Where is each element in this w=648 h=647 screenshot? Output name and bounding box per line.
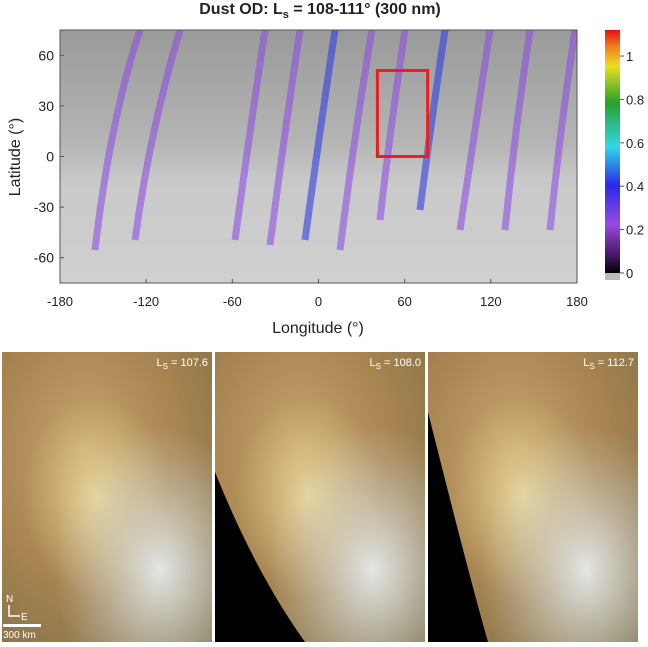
observation-swaths: [91, 30, 577, 251]
panel-label: LS = 112.7: [583, 357, 634, 371]
x-tick-label: -120: [133, 294, 159, 309]
colorbar-tick-label: 0.8: [626, 92, 644, 107]
colorbar-tick-label: 0.2: [626, 223, 644, 238]
x-axis-label: Longitude (°): [272, 320, 364, 337]
colorbar-under: [605, 273, 620, 280]
scale-bar: [3, 624, 41, 627]
x-tick-label: -180: [47, 294, 73, 309]
scale-bar-label: 300 km: [3, 630, 36, 641]
colorbar-tick-label: 0.6: [626, 136, 644, 151]
panel-label-value: = 112.7: [595, 357, 634, 369]
compass-east: E: [21, 612, 28, 623]
panel-label-value: = 108.0: [381, 357, 421, 369]
x-tick-label: 120: [480, 294, 502, 309]
y-tick-label: 60: [38, 47, 54, 63]
colorbar-tick-label: 1: [626, 49, 633, 64]
x-tick-label: 180: [566, 294, 588, 309]
limb-space: [428, 412, 488, 642]
title-suffix: = 108-111° (300 nm): [289, 1, 441, 18]
x-tick-label: 60: [397, 294, 411, 309]
cloud: [2, 352, 212, 642]
y-tick-label: 0: [46, 149, 54, 165]
panel-label: LS = 107.6: [156, 357, 208, 371]
limb-space: [215, 472, 305, 642]
y-tick-label: 30: [38, 98, 54, 114]
colorbar-tick-label: 0.4: [626, 179, 644, 194]
panel-label-sub: S: [589, 362, 594, 371]
y-tick-label: -60: [34, 250, 54, 266]
colorbar: [605, 30, 620, 273]
title-sub: s: [283, 9, 289, 21]
compass-north: N: [6, 594, 13, 605]
image-panels: LS = 107.6 LS = 108.0 LS = 112.7: [2, 352, 638, 642]
panel-label-sub: S: [376, 362, 381, 371]
title-prefix: Dust OD: L: [199, 1, 283, 18]
panel-label-main: L: [369, 357, 375, 369]
panel-label-main: L: [156, 357, 162, 369]
panel-label-value: = 107.6: [168, 357, 208, 369]
panel-label-sub: S: [163, 362, 168, 371]
panel-label-main: L: [583, 357, 589, 369]
map-area: [59, 29, 578, 284]
compass-arrows: [8, 605, 20, 617]
panel-label: LS = 108.0: [369, 357, 421, 371]
y-axis-label: Latitude (°): [7, 118, 24, 196]
x-tick-label: -60: [223, 294, 242, 309]
y-tick-label: -30: [34, 199, 54, 215]
x-tick-label: 0: [315, 294, 322, 309]
chart-title: Dust OD: Ls = 108-111° (300 nm): [199, 1, 441, 21]
colorbar-tick-label: 0: [626, 266, 633, 281]
highlight-box: [375, 68, 430, 158]
